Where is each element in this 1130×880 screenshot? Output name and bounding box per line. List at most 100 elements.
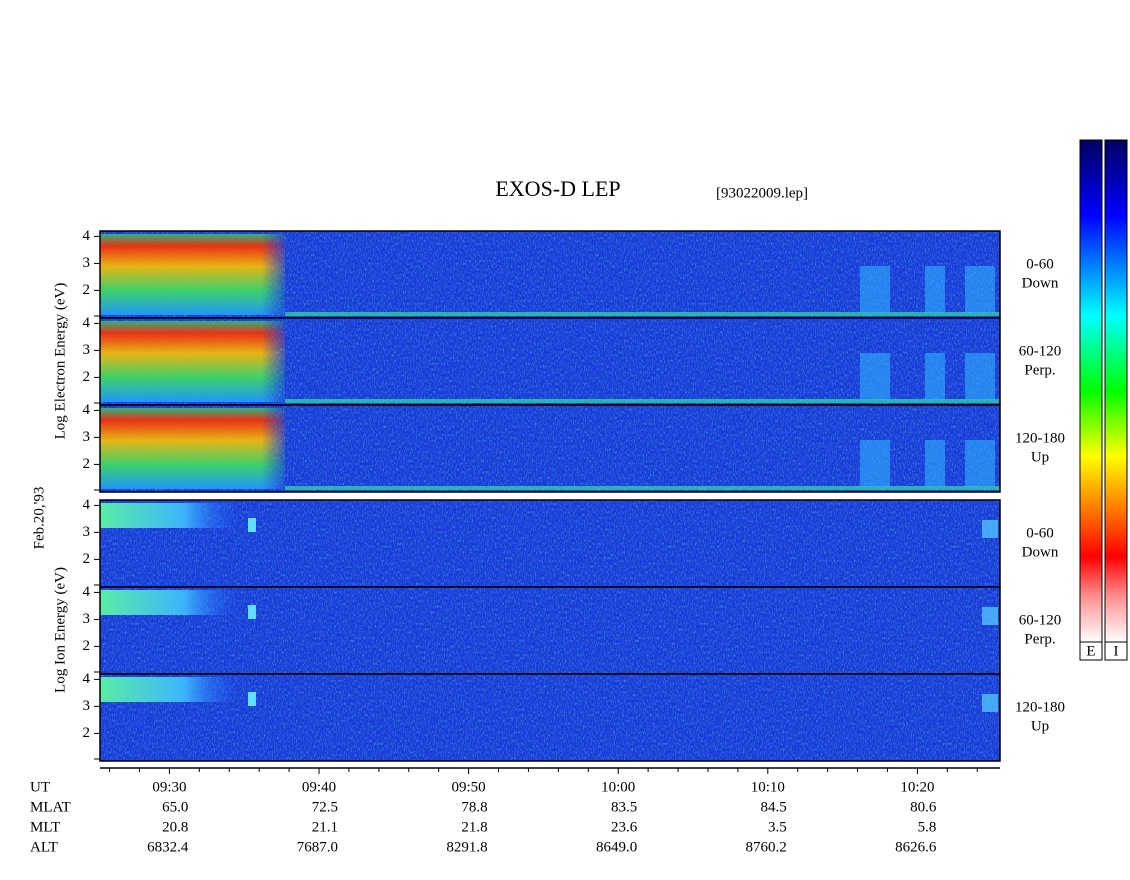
row-value: 83.5 bbox=[611, 799, 637, 815]
y-tick-label: 4 bbox=[83, 584, 91, 600]
row-value: 7687.0 bbox=[297, 839, 338, 855]
time-tick-label: 10:00 bbox=[601, 779, 635, 795]
row-value: 80.6 bbox=[910, 799, 937, 815]
panel-direction: Down bbox=[1022, 544, 1059, 560]
panel-range: 60-120 bbox=[1019, 612, 1062, 628]
spectrogram-noise bbox=[100, 500, 1000, 587]
panel-frame bbox=[99, 404, 1001, 493]
y-tick-label: 2 bbox=[83, 638, 91, 654]
spectrogram-low-band bbox=[285, 312, 1000, 316]
spectrogram-noise bbox=[100, 674, 1000, 761]
y-tick-label: 3 bbox=[83, 255, 91, 271]
y-tick-label: 2 bbox=[83, 551, 91, 567]
row-value: 8649.0 bbox=[596, 839, 637, 855]
spectrogram-hot bbox=[100, 234, 285, 315]
row-label: UT bbox=[30, 779, 50, 795]
panel-direction: Down bbox=[1022, 275, 1059, 291]
spectrogram-hot bbox=[100, 590, 240, 615]
panel-range: 60-120 bbox=[1019, 343, 1062, 359]
y-tick-label: 3 bbox=[83, 698, 91, 714]
title: EXOS-D LEP bbox=[495, 176, 620, 201]
row-value: 21.8 bbox=[461, 819, 487, 835]
panel-direction: Perp. bbox=[1024, 362, 1055, 378]
time-tick-label: 09:30 bbox=[152, 779, 186, 795]
row-value: 65.0 bbox=[162, 799, 188, 815]
row-value: 72.5 bbox=[312, 799, 338, 815]
row-value: 78.8 bbox=[461, 799, 487, 815]
spectrogram-hot bbox=[100, 408, 285, 489]
spectrogram-burst bbox=[860, 353, 890, 400]
panel-range: 0-60 bbox=[1026, 525, 1054, 541]
y-tick-label: 2 bbox=[83, 725, 91, 741]
y-tick-label: 2 bbox=[83, 456, 91, 472]
panel-direction: Up bbox=[1031, 718, 1049, 734]
time-tick-label: 10:10 bbox=[751, 779, 785, 795]
colorbar-label: E bbox=[1086, 643, 1095, 659]
spectrogram-noise bbox=[100, 587, 1000, 674]
spectrogram-low-band bbox=[285, 399, 1000, 403]
y-tick-label: 4 bbox=[83, 402, 91, 418]
time-tick-label: 09:40 bbox=[302, 779, 336, 795]
spectrogram-burst bbox=[982, 607, 998, 625]
y-tick-label: 2 bbox=[83, 369, 91, 385]
colorbar-label-box bbox=[1079, 641, 1103, 661]
spectrograms bbox=[99, 230, 1001, 762]
y-tick-label: 4 bbox=[83, 315, 91, 331]
spectrogram-burst bbox=[248, 692, 256, 706]
spectrogram-burst bbox=[925, 266, 945, 313]
row-value: 3.5 bbox=[768, 819, 787, 835]
spectrogram-burst bbox=[925, 353, 945, 400]
spectrogram-burst bbox=[965, 266, 995, 313]
spectrogram-burst bbox=[860, 266, 890, 313]
row-value: 8760.2 bbox=[746, 839, 787, 855]
axis-label: Log Ion Energy (eV) bbox=[52, 567, 68, 693]
colorbar bbox=[1079, 139, 1103, 643]
spectrogram-burst bbox=[925, 440, 945, 487]
row-value: 6832.4 bbox=[147, 839, 189, 855]
spectrogram-hot bbox=[100, 677, 240, 702]
panel-range: 120-180 bbox=[1015, 430, 1065, 446]
spectrogram-burst bbox=[982, 520, 998, 538]
spectrogram-burst bbox=[860, 440, 890, 487]
time-tick-label: 10:20 bbox=[900, 779, 934, 795]
y-tick-label: 3 bbox=[83, 429, 91, 445]
row-value: 20.8 bbox=[162, 819, 188, 835]
colorbar bbox=[1104, 139, 1128, 643]
row-value: 8626.6 bbox=[895, 839, 937, 855]
spectrogram-hot bbox=[100, 321, 285, 402]
spectrogram-burst bbox=[965, 353, 995, 400]
panel-direction: Perp. bbox=[1024, 631, 1055, 647]
panel-range: 120-180 bbox=[1015, 699, 1065, 715]
row-value: 23.6 bbox=[611, 819, 638, 835]
labels: EXOS-D LEP [93022009.lep] 2 3 4 0-60 Down 2 3 4 60… bbox=[30, 139, 1128, 855]
spectrogram-burst bbox=[248, 605, 256, 619]
y-tick-label: 3 bbox=[83, 342, 91, 358]
y-tick-label: 4 bbox=[83, 497, 91, 513]
spectrogram-hot bbox=[100, 503, 240, 528]
date: Feb.20,'93 bbox=[31, 487, 47, 550]
row-label: ALT bbox=[30, 839, 58, 855]
spectrogram-low-band bbox=[285, 486, 1000, 490]
y-tick-label: 2 bbox=[83, 282, 91, 298]
spectrogram-burst bbox=[982, 694, 998, 712]
y-tick-label: 4 bbox=[83, 671, 91, 687]
spectrogram-burst bbox=[965, 440, 995, 487]
row-value: 8291.8 bbox=[446, 839, 487, 855]
row-label: MLT bbox=[30, 819, 60, 835]
row-value: 5.8 bbox=[918, 819, 937, 835]
panel-frame bbox=[99, 673, 1001, 762]
colorbar-label-box bbox=[1104, 641, 1128, 661]
time-tick-label: 09:50 bbox=[452, 779, 486, 795]
y-tick-label: 4 bbox=[83, 228, 91, 244]
panel-range: 0-60 bbox=[1026, 256, 1054, 272]
y-tick-label: 3 bbox=[83, 611, 91, 627]
axis-label: Log Electron Energy (eV) bbox=[52, 283, 68, 440]
panel-direction: Up bbox=[1031, 449, 1049, 465]
spectrogram-burst bbox=[248, 518, 256, 532]
y-tick-label: 3 bbox=[83, 524, 91, 540]
row-value: 84.5 bbox=[761, 799, 787, 815]
row-value: 21.1 bbox=[312, 819, 338, 835]
colorbar-label: I bbox=[1114, 643, 1119, 659]
file-name: [93022009.lep] bbox=[716, 185, 808, 201]
